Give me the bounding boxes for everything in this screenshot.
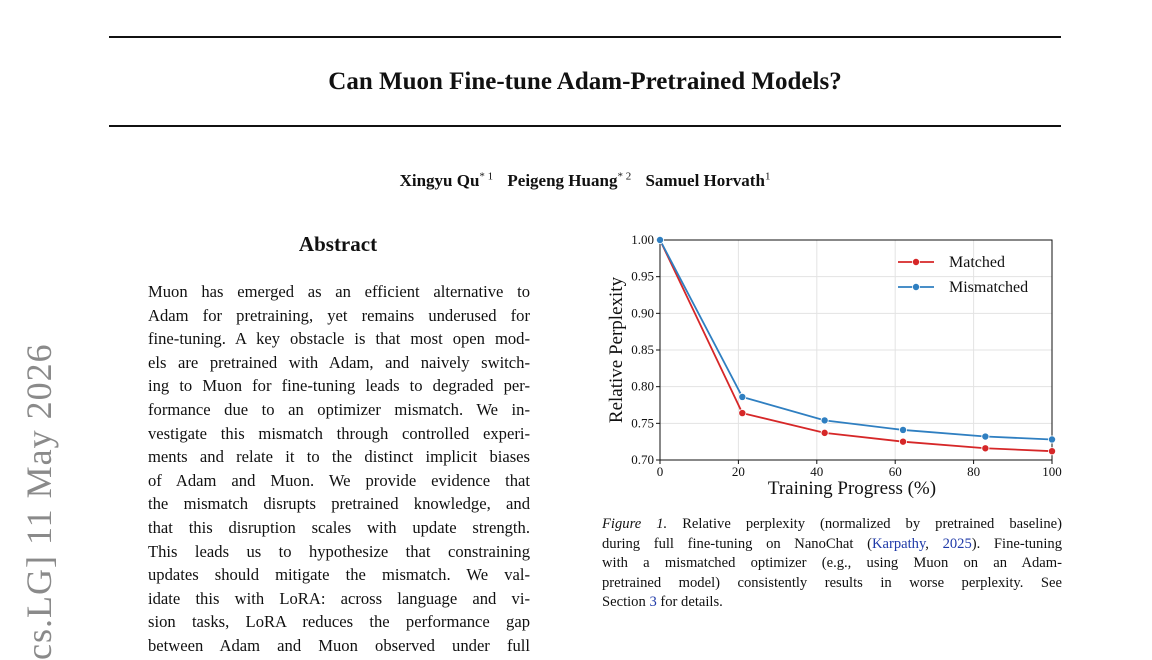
author-name: Xingyu Qu <box>399 170 480 190</box>
author-affiliation: 1 <box>764 170 771 182</box>
data-point-mismatched <box>738 392 747 401</box>
x-axis-label: Training Progress (%) <box>768 478 936 499</box>
abstract-heading: Abstract <box>298 232 378 256</box>
abstract-line: of Adam and Muon. We provide evidence th… <box>148 470 530 490</box>
abstract-line: ments and relate it to the distinct impl… <box>148 447 530 467</box>
citation-link[interactable]: Karpathy <box>872 536 925 552</box>
author-affiliation: * 1 <box>479 170 494 182</box>
y-tick-label: 0.75 <box>631 415 654 430</box>
y-tick-label: 0.95 <box>631 269 654 284</box>
caption-text: Relative perplexity (normalized by pretr… <box>682 516 1062 532</box>
abstract-line: fine-tuning. A key obstacle is that most… <box>148 329 530 349</box>
author-list: Xingyu Qu* 1 Peigeng Huang* 2 Samuel Hor… <box>109 170 1061 191</box>
x-tick-label: 100 <box>1042 464 1062 479</box>
series-line-matched <box>659 239 1053 453</box>
x-tick-label: 40 <box>810 464 823 479</box>
arxiv-sidebar-stamp: cs.LG] 11 May 2026 <box>19 343 59 660</box>
data-point-mismatched <box>1047 435 1056 444</box>
caption-line: with a mismatched optimizer (e.g., using… <box>602 555 1062 572</box>
data-point-mismatched <box>981 432 990 441</box>
data-point-mismatched <box>899 425 908 434</box>
figure-1-line-chart: 0.70 0.75 0.80 0.85 0.90 0.95 1.00 0 20 40 60 80 100… <box>606 232 1062 499</box>
abstract-line: the mismatch disrupts pretrained knowled… <box>148 494 530 514</box>
data-point-matched <box>899 437 908 446</box>
data-point-matched <box>820 428 829 437</box>
caption-label: Figure 1. <box>602 516 668 532</box>
author-name: Samuel Horvath <box>645 170 765 190</box>
abstract-line: sion tasks, LoRA reduces the performance… <box>148 612 530 632</box>
y-tick-label: 0.80 <box>631 379 654 394</box>
author-affiliation: * 2 <box>617 170 632 182</box>
data-point-matched <box>981 444 990 453</box>
series-line-mismatched <box>659 239 1053 441</box>
abstract-line: updates should mitigate the mismatch. We… <box>148 565 530 585</box>
legend-swatch-marker <box>911 283 920 292</box>
legend-label: Mismatched <box>949 279 1028 296</box>
section-ref-link[interactable]: 3 <box>649 594 657 611</box>
x-tick-label: 0 <box>657 464 664 479</box>
data-point-matched <box>1047 447 1056 456</box>
author: Samuel Horvath1 <box>645 170 771 190</box>
legend-swatch-marker <box>911 257 920 266</box>
y-tick-label: 0.85 <box>631 342 654 357</box>
citation-year-link[interactable]: 2025 <box>942 535 972 552</box>
legend-label: Matched <box>949 254 1005 271</box>
caption-text: , <box>925 535 943 552</box>
caption-line: Figure 1. Relative perplexity (normalize… <box>602 515 1062 535</box>
abstract-line: between Adam and Muon observed under ful… <box>148 635 530 655</box>
author: Peigeng Huang* 2 <box>507 170 632 190</box>
y-tick-label: 0.90 <box>631 305 654 320</box>
abstract-line: that this disruption scales with update … <box>148 517 530 537</box>
top-rule <box>109 36 1061 38</box>
paper-title: Can Muon Fine-tune Adam-Pretrained Model… <box>328 68 842 95</box>
abstract-body: Muon has emerged as an efficient alterna… <box>148 280 530 658</box>
abstract-line: formance due to an optimizer mismatch. W… <box>148 399 530 419</box>
caption-text: Section <box>602 594 650 611</box>
y-tick-label: 0.70 <box>631 452 654 467</box>
abstract-line: Muon has emerged as an efficient alterna… <box>148 282 530 301</box>
abstract-line: This leads us to hypothesize that constr… <box>148 541 530 561</box>
abstract-line: idate this with LoRA: across language an… <box>148 588 530 608</box>
title-bottom-rule <box>109 125 1061 127</box>
y-axis-label: Relative Perplexity <box>606 276 627 423</box>
x-tick-label: 80 <box>967 464 980 479</box>
caption-text: for details. <box>656 594 723 611</box>
author: Xingyu Qu* 1 <box>399 170 494 190</box>
x-tick-label: 20 <box>732 464 745 479</box>
abstract-line: vestigate this mismatch through controll… <box>148 423 530 443</box>
author-name: Peigeng Huang <box>507 170 618 190</box>
y-tick-label: 1.00 <box>631 232 654 247</box>
abstract-line: Adam for pretraining, yet remains underu… <box>148 305 530 325</box>
caption-text: during full fine-tuning on NanoChat ( <box>602 535 872 552</box>
caption-text: ). Fine-tuning <box>971 535 1062 552</box>
citation-author: Karpathy <box>871 535 926 552</box>
figure-1-caption: Figure 1. Relative perplexity (normalize… <box>602 515 1062 613</box>
caption-line: Section 3 for details. <box>602 593 1062 613</box>
caption-line: pretrained model) consistently results i… <box>602 574 1062 591</box>
abstract-line: ing to Muon for fine-tuning leads to deg… <box>148 376 530 396</box>
x-tick-label: 60 <box>889 464 902 479</box>
data-point-mismatched <box>656 236 665 244</box>
data-point-matched <box>738 409 747 418</box>
caption-line: during full fine-tuning on NanoChat (Kar… <box>602 535 1062 555</box>
data-point-mismatched <box>820 416 829 425</box>
abstract-line: els are pretrained with Adam, and naivel… <box>148 352 530 372</box>
